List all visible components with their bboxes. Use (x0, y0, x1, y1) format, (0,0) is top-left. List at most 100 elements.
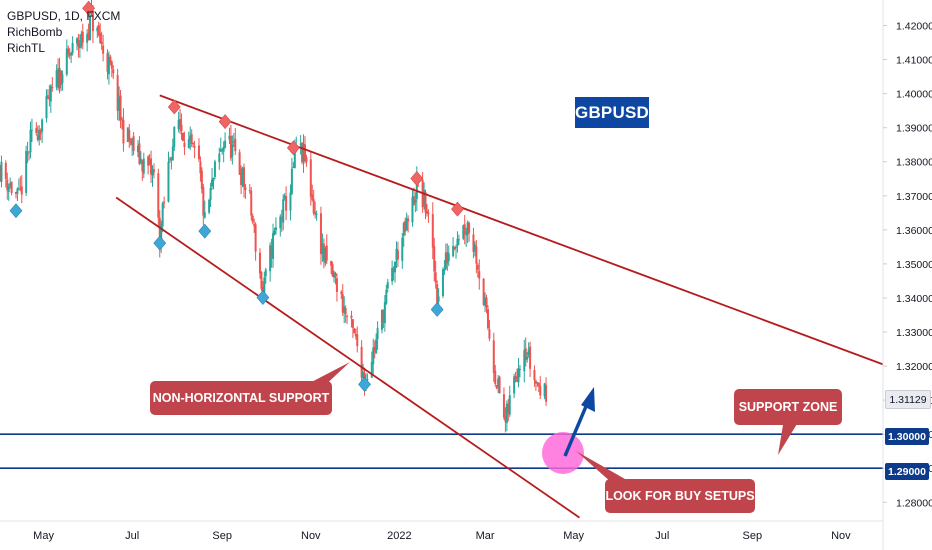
swing-low-marker (153, 235, 167, 251)
candle-body (285, 196, 288, 211)
candle-body (222, 146, 225, 152)
candle-body (28, 151, 31, 153)
candle-body (51, 86, 54, 88)
candle-body (405, 218, 408, 231)
candle-body (425, 210, 428, 214)
candle-body (380, 309, 383, 330)
candle-body (248, 190, 251, 192)
candle-body (242, 167, 245, 188)
candle-body (86, 34, 89, 43)
candle-body (301, 142, 304, 163)
candle-body (138, 143, 141, 164)
candle-body (139, 158, 142, 164)
candle-body (457, 239, 460, 241)
candle-body (498, 376, 501, 394)
candle-body (486, 309, 489, 329)
candle-body (147, 156, 150, 166)
candle-body (513, 376, 516, 394)
candle-body (279, 216, 282, 229)
candle-body (120, 118, 123, 120)
candle-body (484, 297, 487, 306)
candle-body (228, 135, 231, 140)
candle-body (533, 370, 536, 381)
candle-body (280, 217, 283, 221)
trendline (115, 196, 580, 519)
candle-body (141, 160, 144, 172)
candle-body (394, 261, 397, 273)
swing-high-marker (410, 171, 424, 186)
candle-body (269, 245, 272, 272)
candle-body (334, 273, 337, 277)
candle-body (49, 85, 52, 102)
candle-body (61, 74, 64, 84)
candle-body (148, 160, 151, 165)
candle-body (507, 403, 510, 413)
candle-body (330, 261, 333, 266)
candle-body (516, 379, 519, 382)
candle-body (314, 212, 317, 215)
candle-body (39, 130, 42, 134)
candle-body (383, 302, 386, 324)
candle-body (171, 146, 174, 161)
candle-body (523, 350, 526, 372)
candle-body (132, 136, 135, 151)
candle-body (128, 129, 131, 141)
candle-body (231, 144, 234, 157)
candle-body (45, 96, 48, 119)
candle-body (150, 158, 153, 175)
candle-body (434, 272, 437, 283)
swing-high-marker (167, 99, 181, 115)
candle-body (475, 246, 478, 264)
candle-body (183, 142, 186, 148)
candle-body (447, 253, 450, 262)
candle-body (534, 380, 537, 384)
candle-body (468, 223, 471, 233)
candle-body (340, 291, 343, 294)
candle-body (213, 161, 216, 178)
candle-body (319, 213, 322, 254)
candle-body (96, 27, 99, 32)
indicator-richtl[interactable]: RichTL (7, 41, 46, 55)
symbol-line[interactable]: GBPUSD, 1D, FXCM (7, 9, 121, 23)
candle-body (427, 212, 430, 215)
look-for-buy-pointer (576, 451, 632, 483)
candle-body (263, 277, 266, 293)
candle-body (536, 382, 539, 384)
candle-body (109, 56, 112, 63)
candle-body (437, 296, 440, 302)
candle-body (273, 230, 276, 235)
trendline (159, 94, 884, 366)
candle-body (180, 124, 183, 131)
candle-body (19, 187, 22, 189)
support-zone-pointer (778, 419, 800, 455)
y-tick-label: 1.37000 (896, 191, 932, 203)
candle-body (131, 138, 134, 146)
candle-body (504, 416, 507, 422)
candle-body (36, 135, 39, 141)
candle-body (517, 368, 520, 383)
candle-body (59, 70, 62, 85)
candle-body (282, 199, 285, 223)
candle-body (240, 172, 243, 186)
candle-body (254, 224, 257, 252)
candle-body (193, 146, 196, 148)
time-axis: May Jul Sep Nov 2022 Mar May Jul Sep Nov (33, 530, 851, 542)
candle-body (372, 347, 375, 365)
candle-body (302, 144, 305, 162)
candle-body (360, 346, 363, 378)
candle-body (97, 25, 100, 36)
candle-body (212, 177, 215, 181)
candle-body (331, 264, 334, 277)
candle-body (211, 179, 214, 187)
candle-body (453, 246, 456, 250)
candle-body (495, 385, 498, 389)
candle-body (407, 218, 410, 222)
indicator-richbomb[interactable]: RichBomb (7, 25, 63, 39)
candle-body (179, 119, 182, 127)
candle-body (70, 53, 73, 56)
candle-body (163, 201, 166, 203)
candle-body (463, 224, 466, 234)
candle-body (494, 370, 497, 384)
candle-body (208, 199, 211, 213)
